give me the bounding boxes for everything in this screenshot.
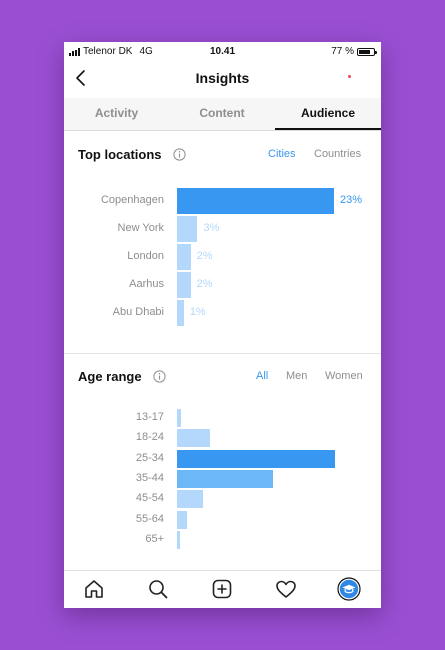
home-icon[interactable] [82,577,106,601]
age-label-65: 65+ [145,532,164,545]
age-label-13-17: 13-17 [135,411,164,423]
filter-countries[interactable]: Countries [314,148,362,160]
location-label-london: London [127,250,164,262]
profile-avatar-icon[interactable] [337,577,361,601]
age-bar-13-17 [177,409,182,427]
top-locations-header: Top locations Cities Countries [64,144,381,164]
page-title: Insights [195,70,250,86]
age-range-header: Age range All Men Women [64,366,381,386]
location-bar-copenhagen [177,188,334,214]
top-locations-title: Top locations [78,147,162,162]
location-value-new-york: 3% [203,222,220,234]
location-bar-aarhus [177,272,191,298]
info-icon[interactable] [153,370,166,383]
age-range-title: Age range [78,369,142,384]
info-icon[interactable] [173,148,186,161]
add-post-icon[interactable] [210,577,234,601]
back-arrow-icon[interactable] [73,68,91,88]
clock: 10.41 [209,46,236,57]
location-label-new-york: New York [117,222,164,234]
battery-status: 77 % [331,46,377,57]
status-bar: Telenor DK 4G 10.41 77 % [64,42,381,60]
age-label-18-24: 18-24 [135,431,164,444]
tab-audience[interactable]: Audience [275,98,381,130]
signal-icon [69,47,80,56]
search-icon[interactable] [146,577,170,601]
age-bar-18-24 [177,429,210,448]
location-value-abu-dhabi: 1% [189,306,206,318]
location-value-london: 2% [196,250,213,262]
location-label-copenhagen: Copenhagen [100,194,164,206]
filter-cities[interactable]: Cities [268,148,296,160]
age-label-55-64: 55-64 [135,512,164,525]
carrier-info: Telenor DK 4G [69,46,153,57]
location-bar-london [177,244,191,270]
location-bar-abu-dhabi [177,300,184,326]
location-label-abu-dhabi: Abu Dhabi [112,306,164,318]
age-label-35-44: 35-44 [135,471,164,484]
section-divider [64,353,381,354]
location-value-aarhus: 2% [196,278,213,290]
location-value-copenhagen: 23% [340,194,363,206]
filter-men[interactable]: Men [286,370,308,382]
age-bar-35-44 [177,469,274,488]
age-bar-25-34 [177,449,335,468]
network-type: 4G [139,46,153,57]
battery-percent: 77 % [331,46,354,57]
age-label-25-34: 25-34 [135,451,164,464]
age-bar-45-54 [177,490,204,509]
heart-icon[interactable] [274,577,298,601]
insights-tabs: Activity Content Audience [64,98,381,131]
tab-content[interactable]: Content [199,106,245,120]
filter-all[interactable]: All [256,370,269,382]
navigation-bar: Insights [64,62,381,94]
notification-dot [348,75,351,78]
age-bar-65 [177,530,180,549]
filter-women[interactable]: Women [325,370,363,382]
battery-icon [357,47,377,56]
carrier-name: Telenor DK [83,46,133,57]
phone-screen: Telenor DK 4G 10.41 77 % Insights Activi… [64,42,381,608]
age-label-45-54: 45-54 [135,492,164,505]
age-bar-55-64 [177,510,187,529]
tab-activity[interactable]: Activity [94,106,139,120]
location-label-aarhus: Aarhus [129,278,164,290]
bottom-navigation [64,570,381,608]
location-bar-new-york [177,216,198,242]
